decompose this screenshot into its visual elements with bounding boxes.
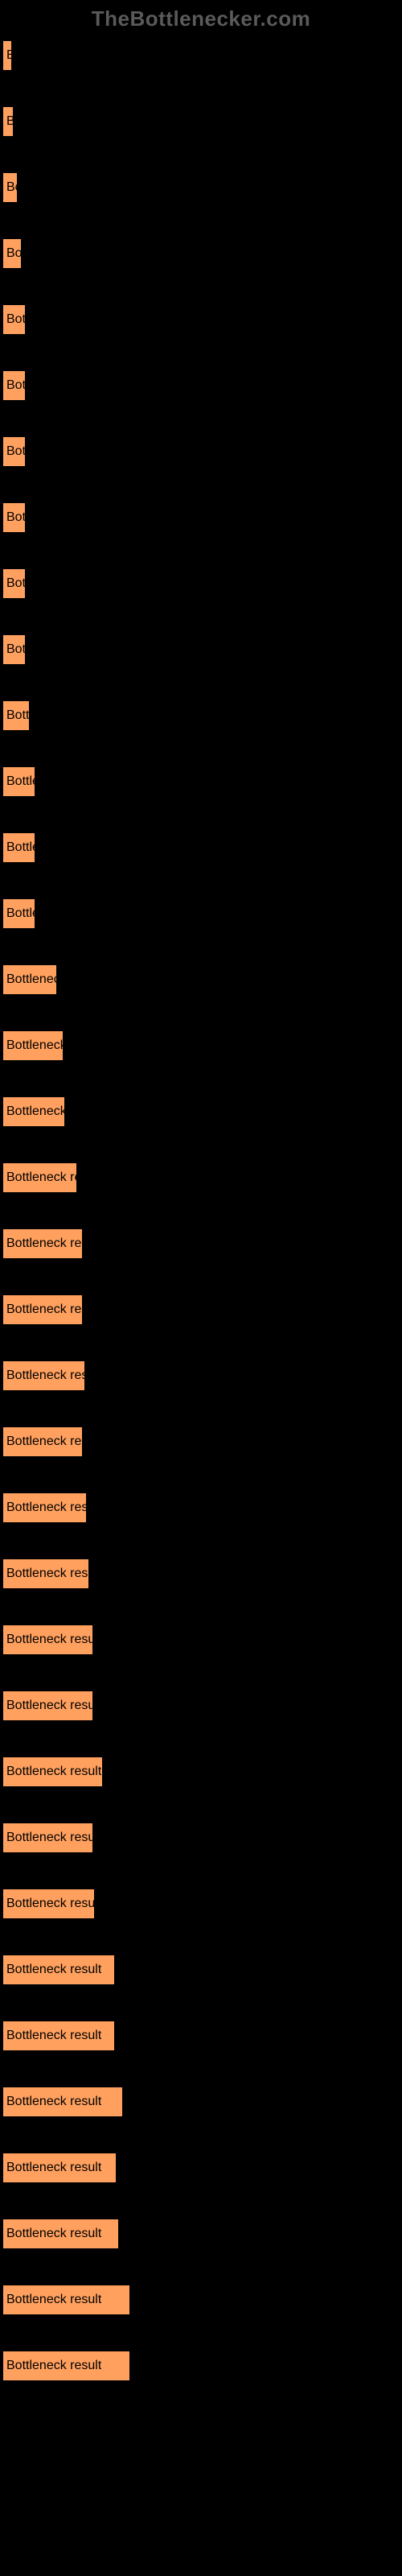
bar-row: Bottleneck result xyxy=(3,1295,399,1324)
bar-row: Bottleneck result xyxy=(3,2351,399,2380)
bar-row: Bottleneck result xyxy=(3,1427,399,1456)
bar-label: Bottleneck result xyxy=(6,2029,101,2043)
bar-label: Bottleneck result xyxy=(6,444,25,459)
bar-label: Bottleneck result xyxy=(6,576,25,591)
bar-label: Bottleneck result xyxy=(6,2227,101,2241)
bar-row: Bottleneck result xyxy=(3,2021,399,2050)
bar-label: Bottleneck result xyxy=(6,1104,64,1119)
bar-label: Bottleneck result xyxy=(6,180,17,195)
bar-label: Bottleneck result xyxy=(6,2161,101,2175)
bar-row: Bottleneck result xyxy=(3,1031,399,1060)
bar-row: Bottleneck result xyxy=(3,503,399,532)
bar-row: Bottleneck result xyxy=(3,1493,399,1522)
bar-label: Bottleneck result xyxy=(6,972,56,987)
bar-label: Bottleneck result xyxy=(6,246,21,261)
bar-row: Bottleneck result xyxy=(3,173,399,202)
bar-label: Bottleneck result xyxy=(6,708,29,723)
bar-row: Bottleneck result xyxy=(3,371,399,400)
bar-label: Bottleneck result xyxy=(6,840,35,855)
bar-row: Bottleneck result xyxy=(3,569,399,598)
bar-row: Bottleneck result xyxy=(3,899,399,928)
bar-label: Bottleneck result xyxy=(6,48,11,63)
bar-row: Bottleneck result xyxy=(3,107,399,136)
bar-row: Bottleneck result xyxy=(3,305,399,334)
bar-label: Bottleneck result xyxy=(6,1368,84,1383)
bar-row: Bottleneck result xyxy=(3,437,399,466)
bar-label: Bottleneck result xyxy=(6,642,25,657)
bar-label: Bottleneck result xyxy=(6,1170,76,1185)
bar-row: Bottleneck result xyxy=(3,1361,399,1390)
bar-label: Bottleneck result xyxy=(6,1963,101,1977)
bar-row: Bottleneck result xyxy=(3,1691,399,1720)
bar-label: Bottleneck result xyxy=(6,1633,92,1647)
bar-row: Bottleneck result xyxy=(3,2153,399,2182)
bar-label: Bottleneck result xyxy=(6,1236,82,1251)
bar-row: Bottleneck result xyxy=(3,767,399,796)
watermark-text: TheBottlenecker.com xyxy=(0,0,402,41)
bar-label: Bottleneck result xyxy=(6,906,35,921)
bar-row: Bottleneck result xyxy=(3,701,399,730)
bar-row: Bottleneck result xyxy=(3,965,399,994)
bar-row: Bottleneck result xyxy=(3,1625,399,1654)
bar-label: Bottleneck result xyxy=(6,1501,86,1515)
bar-label: Bottleneck result xyxy=(6,312,25,327)
bar-row: Bottleneck result xyxy=(3,1097,399,1126)
bar-row: Bottleneck result xyxy=(3,1163,399,1192)
bar-label: Bottleneck result xyxy=(6,2293,101,2307)
bar-row: Bottleneck result xyxy=(3,2219,399,2248)
bar-row: Bottleneck result xyxy=(3,1229,399,1258)
bar-row: Bottleneck result xyxy=(3,239,399,268)
bar-row: Bottleneck result xyxy=(3,1955,399,1984)
bar-label: Bottleneck result xyxy=(6,114,13,129)
bar-row: Bottleneck result xyxy=(3,635,399,664)
bar-label: Bottleneck result xyxy=(6,1699,92,1713)
bar-row: Bottleneck result xyxy=(3,1559,399,1588)
bar-row: Bottleneck result xyxy=(3,833,399,862)
bar-row: Bottleneck result xyxy=(3,41,399,70)
bar-row: Bottleneck result xyxy=(3,1889,399,1918)
bar-label: Bottleneck result xyxy=(6,510,25,525)
bar-label: Bottleneck result xyxy=(6,378,25,393)
bar-row: Bottleneck result xyxy=(3,2087,399,2116)
bar-label: Bottleneck result xyxy=(6,1897,94,1911)
bar-label: Bottleneck result xyxy=(6,1831,92,1845)
bar-row: Bottleneck result xyxy=(3,1757,399,1786)
bar-label: Bottleneck result xyxy=(6,1302,82,1317)
bar-label: Bottleneck result xyxy=(6,2095,101,2109)
bar-row: Bottleneck result xyxy=(3,2285,399,2314)
bar-label: Bottleneck result xyxy=(6,1567,88,1581)
bar-chart: Bottleneck result Bottleneck result Bottle… xyxy=(0,41,402,2380)
bar-label: Bottleneck result xyxy=(6,1765,101,1779)
bar-label: Bottleneck result xyxy=(6,774,35,789)
bar-label: Bottleneck result xyxy=(6,2359,101,2373)
bar-label: Bottleneck result xyxy=(6,1435,82,1449)
bar-row: Bottleneck result xyxy=(3,1823,399,1852)
bar-label: Bottleneck result xyxy=(6,1038,63,1053)
